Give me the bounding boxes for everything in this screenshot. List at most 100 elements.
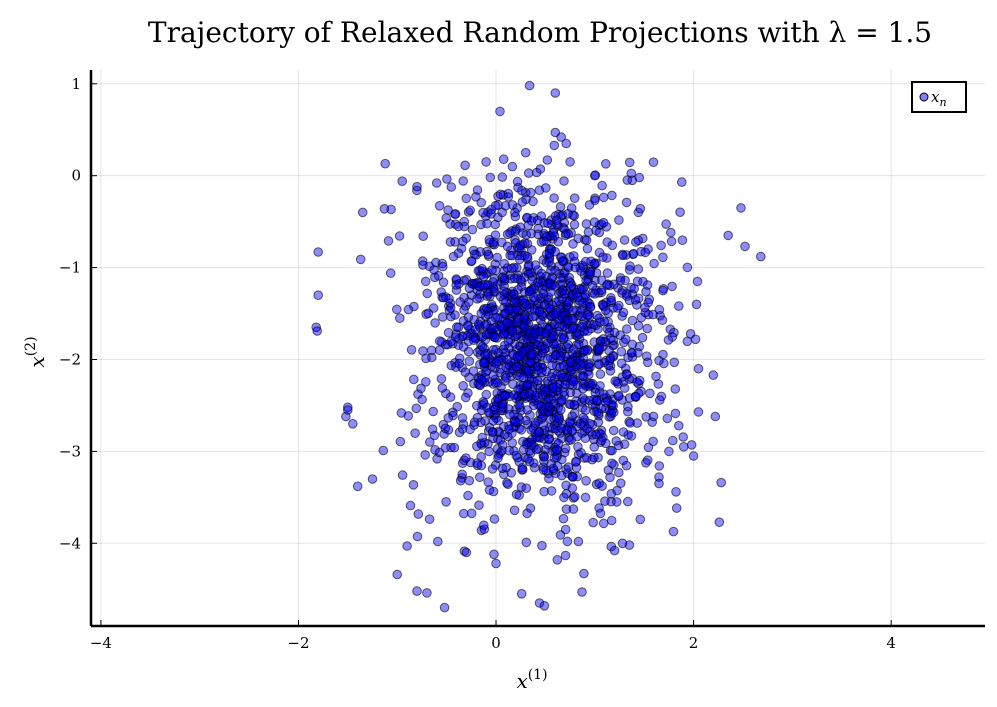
scatter-point-1721: [478, 207, 488, 218]
scatter-point-495: [425, 437, 435, 447]
scatter-point-1742: [641, 458, 651, 468]
scatter-point-1650: [526, 216, 537, 226]
scatter-point-1020: [658, 252, 668, 263]
scatter-point-1157: [460, 367, 471, 378]
scatter-point-988: [598, 217, 609, 228]
scatter-point-1696: [583, 326, 593, 336]
scatter-point-1502: [510, 207, 520, 218]
scatter-point-1257: [443, 327, 454, 338]
scatter-point-1196: [547, 360, 557, 371]
scatter-point-651: [507, 161, 518, 172]
scatter-point-1521: [479, 520, 489, 531]
scatter-point-761: [434, 201, 445, 211]
scatter-point-1805: [491, 558, 501, 569]
scatter-point-101: [560, 550, 571, 561]
scatter-point-1329: [443, 205, 453, 215]
scatter-point-1388: [648, 157, 659, 167]
scatter-point-669: [449, 442, 460, 453]
scatter-point-865: [654, 304, 665, 315]
scatter-point-1649: [530, 328, 540, 338]
scatter-point-995: [516, 425, 527, 435]
scatter-point-851: [569, 399, 579, 410]
scatter-point-1116: [556, 252, 567, 263]
scatter-point-80: [558, 513, 569, 524]
scatter-point-1684: [537, 367, 547, 378]
scatter-point-1438: [497, 463, 508, 474]
scatter-point-1702: [622, 369, 632, 380]
scatter-point-1690: [499, 286, 509, 297]
scatter-point-1505: [585, 267, 596, 278]
scatter-point-1711: [529, 292, 539, 303]
scatter-point-1656: [551, 444, 562, 455]
scatter-point-1045: [512, 203, 522, 213]
scatter-point-335: [438, 277, 449, 288]
scatter-point-1681: [523, 379, 533, 389]
scatter-point-1296: [559, 333, 569, 343]
scatter-point-1718: [635, 203, 646, 214]
scatter-point-1789: [367, 474, 378, 484]
scatter-point-1704: [517, 346, 527, 357]
scatter-point-1653: [487, 427, 498, 438]
scatter-point-1407: [475, 247, 486, 257]
scatter-point-921: [655, 395, 665, 405]
scatter-point-1738: [454, 358, 465, 369]
scatter-point-1699: [488, 416, 499, 426]
scatter-point-1733: [598, 300, 608, 311]
scatter-point-1739: [464, 283, 475, 294]
scatter-point-777: [605, 366, 616, 376]
scatter-point-447: [614, 215, 624, 225]
scatter-point-1292: [604, 345, 614, 356]
scatter-point-1726: [497, 440, 508, 450]
scatter-point-1750: [524, 80, 535, 91]
scatter-point-593: [406, 345, 417, 355]
scatter-point-1316: [611, 436, 622, 446]
scatter-point-1800: [577, 587, 587, 597]
scatter-point-658: [433, 536, 443, 547]
scatter-point-1524: [461, 453, 471, 463]
scatter-point-1736: [477, 432, 488, 443]
x-tick-label-0: −4: [90, 634, 112, 652]
scatter-point-1383: [440, 423, 451, 434]
scatter-point-1332: [540, 343, 550, 354]
scatter-point-164: [555, 530, 566, 540]
scatter-point-1716: [548, 228, 559, 238]
scatter-point-180: [597, 180, 607, 191]
scatter-point-1517: [614, 467, 624, 478]
scatter-point-1801: [579, 568, 589, 579]
scatter-point-1774: [311, 322, 322, 333]
scatter-point-1737: [521, 537, 532, 548]
scatter-point-1769: [723, 230, 734, 241]
scatter-point-1752: [495, 106, 505, 117]
scatter-point-1587: [586, 256, 596, 267]
scatter-point-1412: [543, 218, 553, 229]
scatter-point-1070: [656, 240, 666, 251]
scatter-point-1056: [466, 508, 477, 519]
y-axis-label-base: x: [25, 356, 49, 367]
scatter-point-1077: [555, 202, 566, 212]
x-tick-label-1: −2: [287, 634, 309, 652]
scatter-point-1639: [671, 487, 681, 497]
scatter-point-1616: [427, 424, 438, 435]
scatter-point-1768: [736, 203, 746, 213]
scatter-point-1470: [568, 305, 578, 316]
scatter-point-1345: [606, 408, 617, 419]
y-tick-label-1: 0: [71, 167, 81, 185]
scatter-point-1080: [503, 192, 514, 202]
scatter-point-1368: [632, 377, 642, 387]
scatter-point-1482: [526, 228, 537, 239]
scatter-point-1314: [621, 460, 632, 471]
scatter-point-1253: [457, 331, 468, 342]
scatter-point-1019: [501, 373, 511, 383]
scatter-point-692: [412, 531, 423, 542]
scatter-point-1572: [550, 281, 560, 291]
scatter-point-1754: [556, 132, 567, 142]
scatter-point-1507: [504, 409, 515, 420]
scatter-point-876: [606, 489, 617, 499]
scatter-point-1074: [603, 360, 614, 371]
scatter-point-860: [598, 518, 609, 529]
scatter-point-146: [607, 190, 617, 201]
scatter-point-1106: [610, 376, 621, 386]
scatter-point-1758: [481, 157, 491, 167]
scatter-point-1763: [397, 176, 408, 186]
scatter-point-202: [437, 312, 448, 322]
